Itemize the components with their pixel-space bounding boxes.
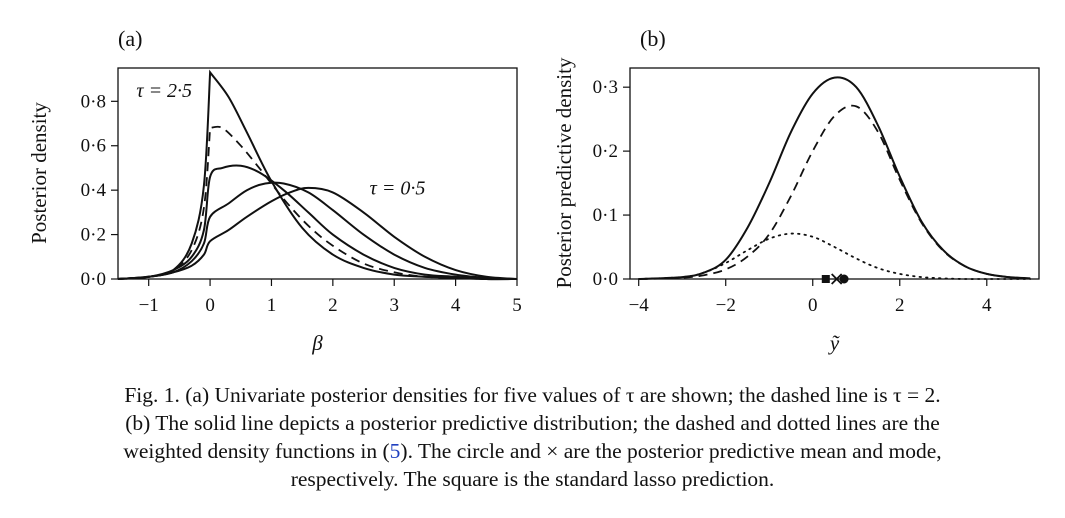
series-line-dashed [117, 125, 518, 280]
tau-annotation: τ = 0·5 [370, 178, 426, 200]
x-tick-label: 1 [267, 295, 277, 316]
x-tick-label: 0 [205, 295, 215, 316]
caption-line-2: (b) The solid line depicts a posterior p… [125, 411, 940, 435]
y-tick-label: 0·3 [593, 77, 618, 98]
figure: −1 0 1 2 3 4 5 0·0 0·2 0·4 0·6 0·8 β Posterior densit… [27, 26, 1040, 355]
series-line-dotted [637, 232, 1032, 280]
mean-circle-marker [839, 274, 849, 284]
series-line-dashed [638, 104, 1031, 280]
y-tick-label: 0·0 [593, 269, 618, 290]
x-tick-label: 4 [451, 295, 461, 316]
x-tick-label: −4 [629, 295, 650, 316]
series-line-solid [117, 164, 518, 281]
y-tick-label: 0·8 [81, 91, 106, 112]
panel-label: (a) [118, 26, 142, 51]
figure-caption: Fig. 1. (a) Univariate posterior densiti… [30, 381, 1035, 493]
series-line-solid [117, 69, 518, 281]
caption-line-3: weighted density functions in (5). The c… [30, 437, 1035, 465]
x-tick-label: 2 [895, 295, 905, 316]
y-tick-label: 0·2 [593, 141, 618, 162]
x-tick-label: 4 [982, 295, 992, 316]
x-axis-title: ỹ [828, 331, 840, 355]
y-axis-title: Posterior predictive density [552, 57, 576, 288]
y-tick-label: 0·1 [593, 205, 618, 226]
x-tick-label: −1 [139, 295, 159, 316]
plot-frame [117, 67, 518, 280]
series-line-solid [638, 76, 1031, 280]
panel-a-posterior-density: −1 0 1 2 3 4 5 0·0 0·2 0·4 0·6 0·8 β Posterior densit… [27, 26, 522, 355]
caption-line-1: Fig. 1. (a) Univariate posterior densiti… [124, 383, 941, 407]
panel-label: (b) [640, 26, 666, 51]
series-line-solid [117, 186, 518, 280]
tau-annotation: τ = 2·5 [136, 80, 192, 102]
y-tick-label: 0·6 [81, 136, 106, 157]
equation-reference-link[interactable]: 5 [389, 439, 401, 463]
panel-b-posterior-predictive-density: −4 −2 0 2 4 0·0 0·1 0·2 0·3 ỹ Posterior predictive… [552, 26, 1040, 355]
y-tick-label: 0·2 [81, 225, 106, 246]
x-tick-label: 0 [808, 295, 818, 316]
mode-cross-marker [831, 273, 843, 285]
x-tick-label: 5 [512, 295, 522, 316]
y-tick-label: 0·4 [81, 180, 107, 201]
series-line-solid [117, 181, 518, 280]
caption-line-3-before: weighted density functions in ( [123, 439, 390, 463]
caption-line-3-after: ). The circle and × are the posterior pr… [400, 439, 942, 463]
caption-line-4: respectively. The square is the standard… [290, 467, 775, 491]
x-tick-label: 3 [389, 295, 399, 316]
y-axis-title: Posterior density [27, 102, 51, 244]
x-tick-label: −2 [716, 295, 736, 316]
y-tick-label: 0·0 [81, 269, 106, 290]
lasso-prediction-square-marker [821, 275, 830, 283]
plot-frame [629, 67, 1040, 280]
x-axis-title: β [311, 331, 323, 355]
x-tick-label: 2 [328, 295, 338, 316]
